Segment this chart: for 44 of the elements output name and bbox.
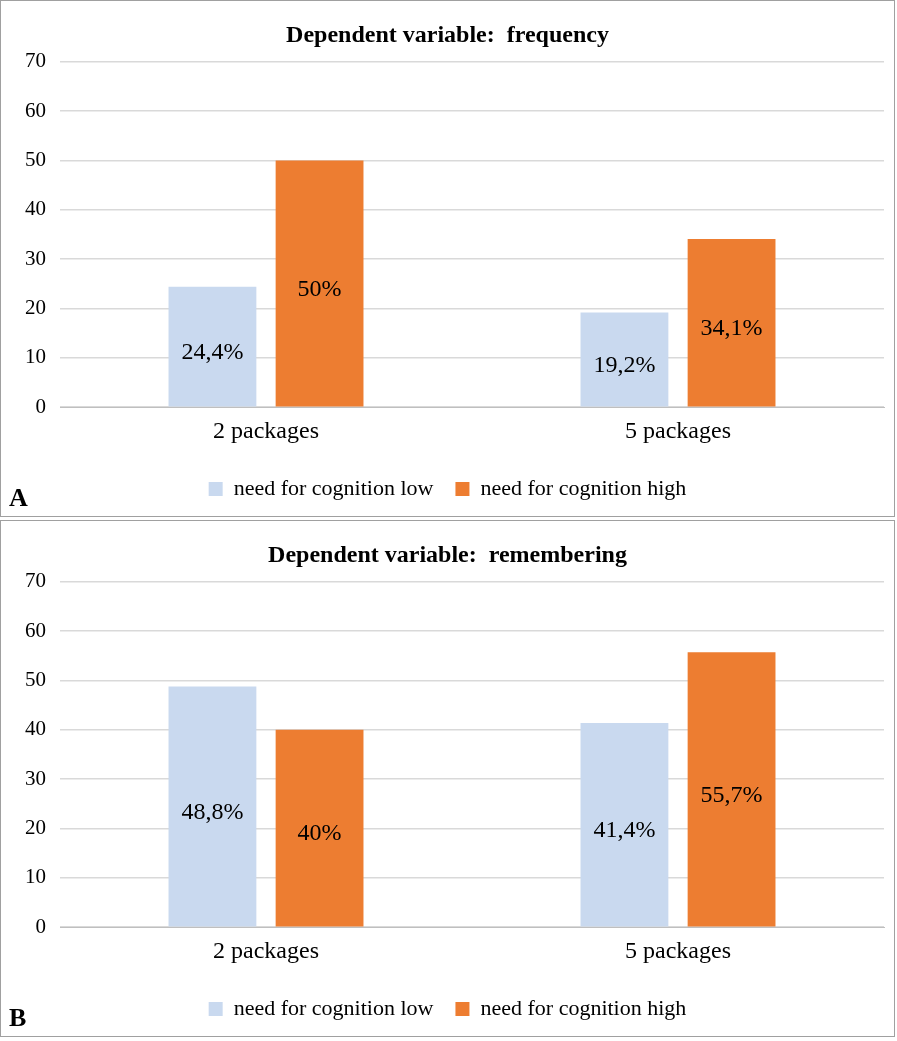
x-tick-label: 2 packages	[213, 936, 319, 963]
y-tick-label: 0	[35, 393, 46, 418]
bar	[687, 238, 776, 407]
data-label: 34,1%	[700, 313, 763, 340]
legend-label: need for cognition low	[233, 994, 434, 1020]
y-tick-label: 10	[25, 344, 46, 369]
legend-label: need for cognition high	[480, 474, 687, 500]
text: A	[9, 482, 28, 512]
y-tick-label: 30	[25, 765, 46, 790]
bar	[168, 286, 257, 407]
chart-title: Dependent variable: remembering	[268, 540, 627, 567]
bar	[168, 686, 257, 927]
y-tick-label: 70	[25, 48, 46, 73]
legend-label: need for cognition high	[480, 994, 687, 1020]
x-tick-label: 5 packages	[625, 936, 731, 963]
y-tick-label: 0	[35, 913, 46, 938]
data-label: 40%	[297, 819, 342, 846]
data-label: 48,8%	[181, 797, 244, 824]
y-tick-label: 30	[25, 245, 46, 270]
x-tick-label: 5 packages	[625, 416, 731, 443]
y-tick-label: 70	[25, 568, 46, 593]
y-tick-label: 10	[25, 864, 46, 889]
y-tick-label: 40	[25, 716, 46, 741]
chart-title: Dependent variable: frequency	[286, 20, 609, 47]
data-label: 55,7%	[700, 780, 763, 807]
y-tick-label: 50	[25, 667, 46, 691]
data-label: 19,2%	[593, 350, 656, 377]
y-tick-label: 40	[25, 196, 46, 221]
bar	[275, 729, 364, 927]
bar	[580, 312, 669, 407]
data-label: 41,4%	[593, 815, 656, 842]
x-tick-label: 2 packages	[213, 416, 319, 443]
data-label: 24,4%	[181, 337, 244, 364]
y-tick-label: 50	[25, 147, 46, 171]
data-label: 50%	[297, 274, 342, 301]
bar	[687, 652, 776, 927]
y-tick-label: 20	[25, 295, 46, 320]
bar	[275, 160, 364, 407]
bar	[580, 722, 669, 927]
text: B	[9, 1002, 27, 1032]
legend-label: need for cognition low	[233, 474, 434, 500]
y-tick-label: 20	[25, 815, 46, 840]
y-tick-label: 60	[25, 617, 46, 642]
y-tick-label: 60	[25, 97, 46, 122]
